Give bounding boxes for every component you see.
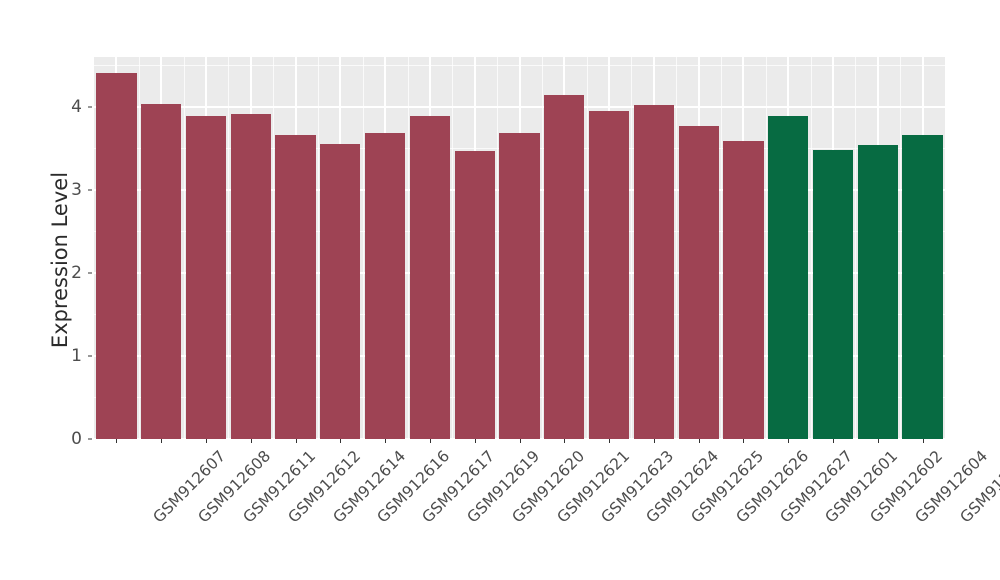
bar [499,133,540,439]
x-tick-mark [519,439,521,443]
gridline-vertical-minor [362,57,364,439]
bar [454,150,495,439]
x-tick-mark [340,439,342,443]
gridline-vertical-minor [497,57,499,439]
y-tick-mark [88,106,92,108]
y-tick-mark [88,355,92,357]
x-tick-mark [564,439,566,443]
x-tick-mark [609,439,611,443]
gridline-vertical-minor [317,57,319,439]
gridline-vertical-minor [228,57,230,439]
x-tick-mark [743,439,745,443]
y-tick-mark [88,438,92,440]
gridline-vertical-minor [183,57,185,439]
x-tick-mark [385,439,387,443]
y-tick-label: 3 [71,179,82,200]
y-tick-label: 0 [71,429,82,449]
bar [230,114,271,439]
x-tick-mark [205,439,207,443]
gridline-vertical-minor [452,57,454,439]
gridline-vertical-minor [407,57,409,439]
gridline-vertical-minor [855,57,857,439]
x-tick-mark [295,439,297,443]
gridline-vertical-minor [721,57,723,439]
x-tick-mark [877,439,879,443]
bar [812,150,854,439]
bar [185,115,227,439]
bar [588,110,630,439]
y-tick-label: 4 [71,96,82,117]
bar [768,115,809,439]
y-tick-label: 2 [71,262,82,283]
x-tick-mark [429,439,431,443]
gridline-vertical-minor [631,57,633,439]
gridline-vertical-minor [676,57,678,439]
bar [320,144,361,439]
bar [678,125,719,439]
bar [544,95,585,439]
gridline-vertical-minor [586,57,588,439]
gridline-vertical-minor [541,57,543,439]
gridline-vertical-minor [138,57,140,439]
bar [96,72,137,439]
bar [275,135,316,439]
bar [633,105,674,439]
x-tick-mark [250,439,252,443]
bar [857,145,898,439]
x-tick-mark [788,439,790,443]
bar [902,135,943,439]
x-tick-mark [653,439,655,443]
x-tick-mark [922,439,924,443]
gridline-vertical-minor [900,57,902,439]
y-tick-mark [88,189,92,191]
x-tick-mark [161,439,163,443]
bar [723,140,764,439]
bar [364,132,406,439]
x-tick-mark [474,439,476,443]
gridline-vertical-minor [273,57,275,439]
gridline-vertical-minor [765,57,767,439]
x-tick-mark [833,439,835,443]
y-tick-label: 1 [71,345,82,366]
plot-panel [94,57,945,439]
bar [409,115,451,439]
bar [141,104,182,439]
x-tick-mark [116,439,118,443]
x-tick-mark [698,439,700,443]
y-tick-mark [88,272,92,274]
gridline-vertical-minor [810,57,812,439]
